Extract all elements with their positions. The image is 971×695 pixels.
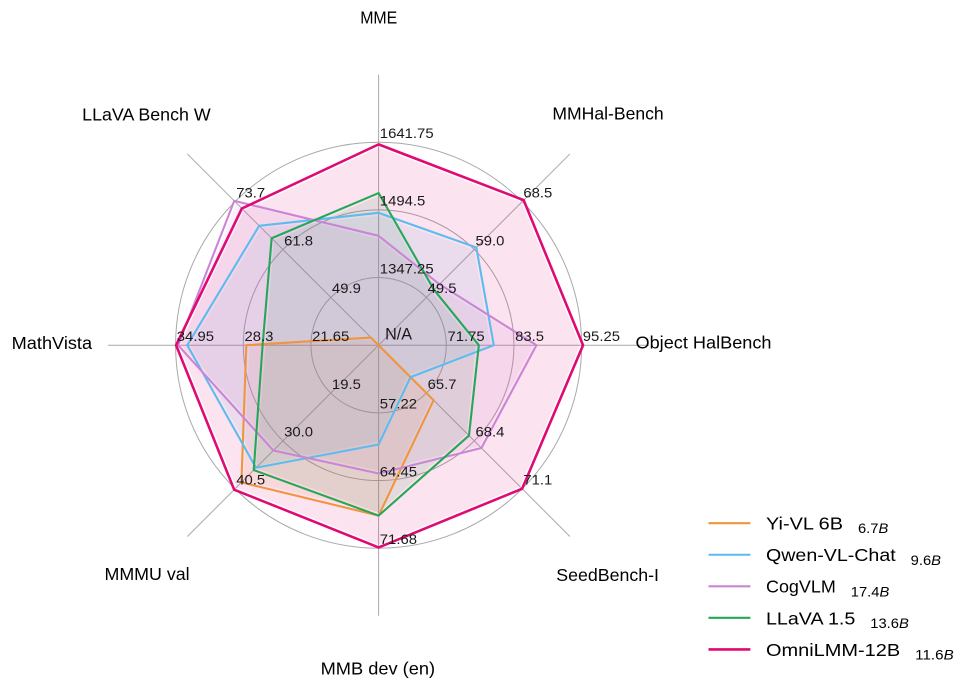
svg-text:68.4: 68.4 (476, 424, 505, 440)
svg-text:17.4B: 17.4 B (851, 584, 890, 599)
svg-text:MathVista: MathVista (12, 333, 93, 353)
svg-text:21.65: 21.65 (312, 328, 349, 344)
svg-text:LLaVA 1.5: LLaVA 1.5 (766, 608, 855, 628)
svg-text:1641.75: 1641.75 (380, 125, 434, 141)
svg-text:73.7: 73.7 (236, 184, 265, 200)
svg-text:64.45: 64.45 (380, 463, 417, 479)
svg-text:71.68: 71.68 (380, 531, 417, 547)
svg-text:CogVLM: CogVLM (766, 577, 836, 597)
svg-text:13.6B: 13.6 B (870, 616, 909, 631)
svg-text:9.6B: 9.6 B (911, 553, 941, 568)
svg-text:71.75: 71.75 (447, 328, 484, 344)
svg-text:OmniLMM-12B: OmniLMM-12B (766, 640, 900, 660)
svg-text:68.5: 68.5 (523, 184, 552, 200)
svg-text:30.0: 30.0 (284, 424, 313, 440)
svg-text:MMHal-Bench: MMHal-Bench (552, 104, 663, 124)
svg-text:40.5: 40.5 (236, 472, 265, 488)
svg-text:83.5: 83.5 (515, 328, 544, 344)
svg-text:Yi-VL 6B: Yi-VL 6B (766, 514, 843, 534)
svg-text:59.0: 59.0 (476, 232, 505, 248)
svg-text:N/A: N/A (385, 324, 413, 343)
svg-text:34.95: 34.95 (177, 328, 214, 344)
svg-text:28.3: 28.3 (244, 328, 273, 344)
svg-text:95.25: 95.25 (583, 328, 620, 344)
svg-text:1494.5: 1494.5 (380, 193, 426, 209)
svg-text:61.8: 61.8 (284, 232, 313, 248)
svg-text:Object HalBench: Object HalBench (636, 333, 772, 353)
svg-text:57.22: 57.22 (380, 396, 417, 412)
svg-text:1347.25: 1347.25 (380, 260, 434, 276)
svg-text:19.5: 19.5 (332, 376, 361, 392)
svg-text:MMB dev (en): MMB dev (en) (321, 659, 436, 679)
svg-text:Qwen-VL-Chat: Qwen-VL-Chat (766, 545, 896, 565)
svg-text:65.7: 65.7 (428, 376, 457, 392)
svg-text:11.6B: 11.6 B (915, 647, 954, 662)
svg-text:49.9: 49.9 (332, 280, 361, 296)
svg-text:49.5: 49.5 (428, 280, 457, 296)
svg-text:6.7B: 6.7 B (858, 521, 888, 536)
svg-text:71.1: 71.1 (523, 472, 552, 488)
svg-text:LLaVA Bench W: LLaVA Bench W (82, 105, 211, 125)
svg-text:MME: MME (360, 8, 397, 28)
svg-text:MMMU val: MMMU val (105, 564, 190, 584)
svg-text:SeedBench-I: SeedBench-I (556, 565, 659, 585)
